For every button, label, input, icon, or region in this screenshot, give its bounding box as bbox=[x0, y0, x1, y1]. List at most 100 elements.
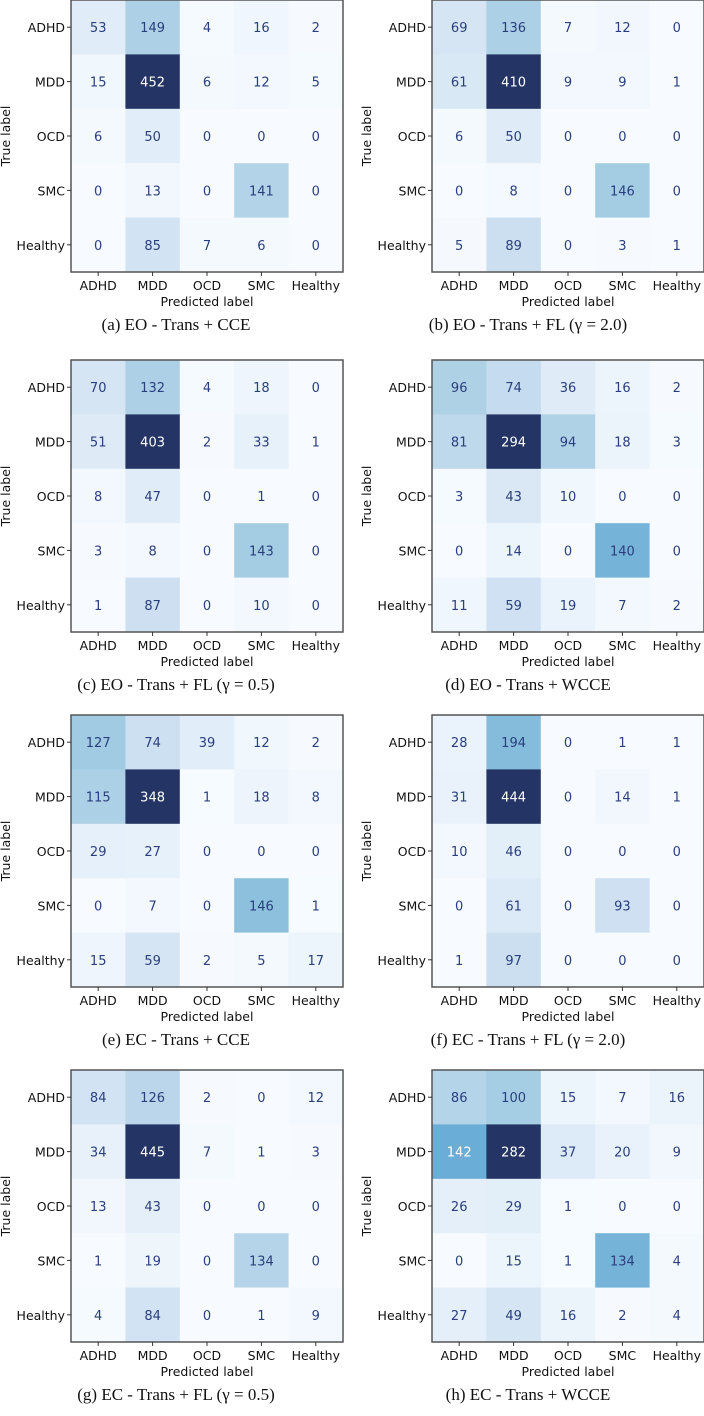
panel-caption: (c) EO - Trans + FL (γ = 0.5) bbox=[77, 675, 274, 694]
cell-value-label: 0 bbox=[564, 184, 572, 199]
heatmap-cell bbox=[234, 360, 290, 415]
y-tick-label: Healthy bbox=[378, 1308, 427, 1323]
cell-value-label: 0 bbox=[203, 184, 211, 199]
cell-value-label: 2 bbox=[203, 436, 211, 451]
heatmap-cell bbox=[234, 715, 290, 770]
heatmap-cell bbox=[125, 1233, 181, 1289]
heatmap-cell bbox=[125, 878, 181, 934]
cell-value-label: 51 bbox=[90, 436, 107, 451]
cell-value-label: 0 bbox=[673, 1200, 681, 1215]
x-tick-label: SMC bbox=[609, 278, 637, 293]
x-tick-label: Healthy bbox=[653, 1348, 702, 1363]
heatmap-cell bbox=[432, 1070, 487, 1125]
heatmap-cell bbox=[179, 468, 235, 524]
cell-value-label: 1 bbox=[673, 76, 681, 91]
cell-value-label: 3 bbox=[312, 1146, 320, 1161]
cell-value-label: 27 bbox=[451, 1309, 468, 1324]
heatmap-cell bbox=[234, 163, 290, 219]
heatmap-cell bbox=[540, 1124, 596, 1180]
heatmap-cell bbox=[432, 577, 487, 633]
heatmap-cell bbox=[595, 1287, 651, 1343]
cell-value-label: 0 bbox=[618, 845, 626, 860]
heatmap-cell bbox=[595, 163, 651, 219]
cell-value-label: 0 bbox=[455, 1254, 463, 1269]
cell-value-label: 0 bbox=[203, 1254, 211, 1269]
cell-value-label: 4 bbox=[94, 1309, 102, 1324]
heatmap-cell bbox=[234, 1124, 290, 1180]
heatmap-cell bbox=[234, 577, 290, 633]
heatmap-cell bbox=[595, 1124, 651, 1180]
cell-value-label: 0 bbox=[257, 1091, 265, 1106]
heatmap-cell bbox=[234, 1233, 290, 1289]
heatmap-cell bbox=[432, 468, 487, 524]
cell-value-label: 0 bbox=[564, 544, 572, 559]
cell-value-label: 9 bbox=[673, 1146, 681, 1161]
cell-value-label: 18 bbox=[614, 436, 631, 451]
cell-value-label: 0 bbox=[673, 845, 681, 860]
y-tick-label: Healthy bbox=[378, 598, 427, 613]
confusion-matrix-panel: 96 74 36 16 281 294 94 18 33 43 10 0 00 14 0 140 011 59 19… bbox=[359, 359, 704, 694]
cell-value-label: 0 bbox=[203, 845, 211, 860]
heatmap-cell bbox=[432, 878, 487, 934]
cell-value-label: 39 bbox=[199, 736, 216, 751]
heatmap-cell bbox=[125, 577, 181, 633]
cell-value-label: 2 bbox=[673, 599, 681, 614]
heatmap-cell bbox=[179, 577, 235, 633]
y-tick-label: MDD bbox=[35, 790, 65, 805]
y-tick-label: ADHD bbox=[28, 20, 65, 35]
cell-value-label: 1 bbox=[673, 791, 681, 806]
x-tick-label: Healthy bbox=[653, 278, 702, 293]
cell-value-label: 410 bbox=[501, 76, 526, 91]
x-tick-label: Healthy bbox=[653, 993, 702, 1008]
heatmap-cell bbox=[432, 1178, 487, 1234]
heatmap-cell bbox=[649, 577, 704, 633]
heatmap-cell bbox=[595, 823, 651, 879]
cell-value-label: 142 bbox=[447, 1146, 472, 1161]
heatmap-cell bbox=[486, 1124, 542, 1180]
heatmap-cell bbox=[71, 108, 126, 164]
cell-value-label: 7 bbox=[618, 599, 626, 614]
cell-value-label: 15 bbox=[90, 954, 107, 969]
cell-value-label: 27 bbox=[144, 845, 161, 860]
cell-value-label: 1 bbox=[673, 736, 681, 751]
heatmap-cell bbox=[288, 163, 344, 219]
heatmap-cell bbox=[125, 1124, 181, 1180]
heatmap-cell bbox=[179, 823, 235, 879]
y-tick-label: OCD bbox=[398, 1199, 426, 1214]
y-tick-label: OCD bbox=[37, 1199, 65, 1214]
cell-value-label: 0 bbox=[312, 1254, 320, 1269]
panel-caption: (e) EC - Trans + CCE bbox=[102, 1030, 250, 1049]
x-tick-label: SMC bbox=[248, 638, 276, 653]
y-tick-label: SMC bbox=[38, 898, 66, 913]
cell-value-label: 2 bbox=[312, 736, 320, 751]
heatmap-cell bbox=[486, 878, 542, 934]
cell-value-label: 6 bbox=[203, 76, 211, 91]
heatmap-cell bbox=[179, 217, 235, 273]
cell-value-label: 0 bbox=[564, 239, 572, 254]
y-axis-label: True label bbox=[0, 106, 13, 168]
heatmap-cell bbox=[179, 1178, 235, 1234]
heatmap-cell bbox=[649, 769, 704, 825]
cell-value-label: 134 bbox=[610, 1254, 635, 1269]
cell-value-label: 282 bbox=[501, 1146, 526, 1161]
heatmap-cell bbox=[234, 54, 290, 110]
y-tick-label: MDD bbox=[396, 75, 426, 90]
heatmap-cell bbox=[649, 878, 704, 934]
x-axis-label: Predicted label bbox=[522, 294, 615, 309]
cell-value-label: 0 bbox=[564, 130, 572, 145]
heatmap-cell bbox=[71, 823, 126, 879]
heatmap-cell bbox=[71, 1124, 126, 1180]
heatmap-cell bbox=[649, 0, 704, 55]
cell-value-label: 13 bbox=[144, 184, 161, 199]
heatmap-cell bbox=[595, 769, 651, 825]
cell-value-label: 59 bbox=[144, 954, 161, 969]
cell-value-label: 18 bbox=[253, 791, 270, 806]
heatmap-cell bbox=[595, 1070, 651, 1125]
heatmap-cell bbox=[649, 1070, 704, 1125]
x-tick-label: SMC bbox=[609, 993, 637, 1008]
heatmap-cell bbox=[288, 823, 344, 879]
heatmap-cell bbox=[595, 217, 651, 273]
panel-caption: (d) EO - Trans + WCCE bbox=[445, 675, 611, 694]
heatmap-cell bbox=[71, 0, 126, 55]
cell-value-label: 31 bbox=[451, 791, 468, 806]
